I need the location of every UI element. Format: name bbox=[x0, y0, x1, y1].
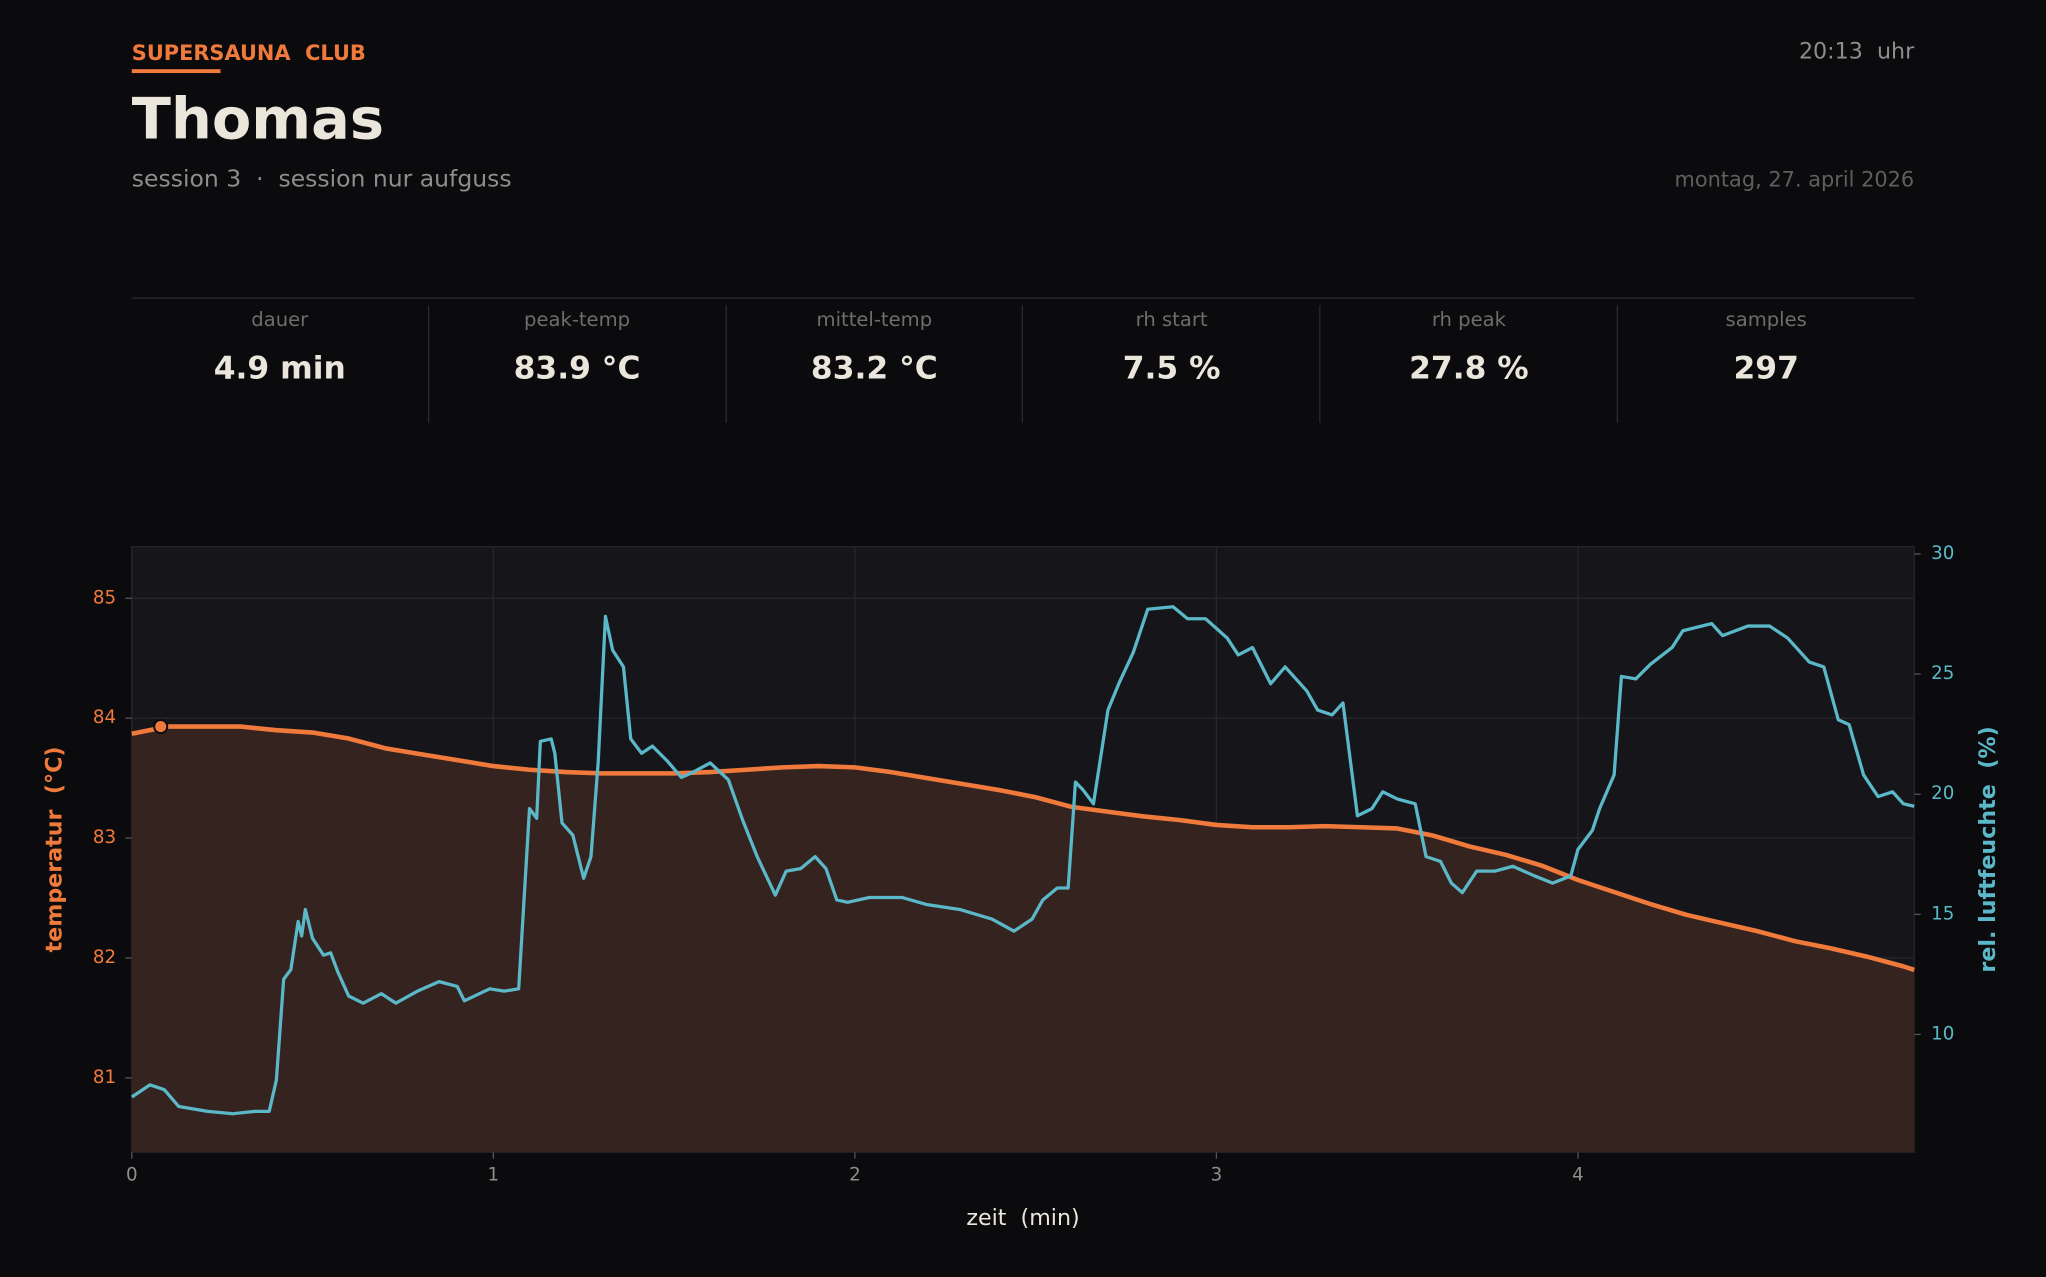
stat: rh start 7.5 % bbox=[1022, 305, 1319, 423]
line bbox=[130, 605, 1915, 1116]
x-tick-label: 0 bbox=[126, 1165, 138, 1186]
stats-bar: dauer 4.9 min peak-temp 83.9 °C mittel-temp 8… bbox=[131, 297, 1915, 423]
area bbox=[131, 726, 1915, 1153]
stat: peak-temp 83.9 °C bbox=[427, 305, 725, 423]
x-axis-label: zeit (min) bbox=[966, 1205, 1079, 1231]
y2-tick-label: 30 bbox=[1931, 543, 1954, 564]
y2-axis-label: rel. luftfeuchte (%) bbox=[1975, 726, 2001, 972]
x-tick-label: 2 bbox=[849, 1165, 861, 1186]
stat-value: 7.5 % bbox=[1122, 349, 1221, 387]
subtitle: session 3 · session nur aufguss bbox=[131, 165, 512, 194]
stat-value: 83.9 °C bbox=[513, 349, 641, 387]
brand-underline bbox=[131, 69, 221, 74]
stat: samples 297 bbox=[1616, 305, 1914, 423]
stat: dauer 4.9 min bbox=[132, 305, 428, 422]
stat-value: 27.8 % bbox=[1409, 349, 1529, 387]
y-tick-label: 82 bbox=[93, 947, 116, 968]
stat-label: mittel-temp bbox=[816, 307, 933, 332]
stat: mittel-temp 83.2 °C bbox=[725, 305, 1022, 423]
stat-value: 4.9 min bbox=[213, 349, 346, 387]
x-tick-label: 1 bbox=[488, 1165, 500, 1186]
date: montag, 27. april 2026 bbox=[1674, 167, 1915, 192]
y2-tick-label: 10 bbox=[1931, 1023, 1954, 1044]
stat-value: 83.2 °C bbox=[810, 349, 938, 387]
time: 20:13 uhr bbox=[1798, 39, 1915, 66]
line bbox=[131, 724, 1915, 973]
y-tick-label: 84 bbox=[93, 707, 116, 728]
y-tick-label: 81 bbox=[93, 1067, 116, 1088]
peak-marker bbox=[153, 719, 169, 735]
y-axis-label: temperatur (°C) bbox=[41, 746, 67, 952]
stat-label: rh peak bbox=[1431, 307, 1506, 332]
stat-label: dauer bbox=[251, 307, 309, 332]
y2-tick-label: 15 bbox=[1931, 903, 1954, 924]
x-tick-label: 4 bbox=[1572, 1165, 1584, 1186]
y-tick-label: 83 bbox=[93, 827, 116, 848]
stat-label: samples bbox=[1725, 307, 1807, 332]
y2-tick-label: 20 bbox=[1931, 783, 1954, 804]
y-tick-label: 85 bbox=[93, 587, 116, 608]
brand: SUPERSAUNA CLUB bbox=[131, 40, 366, 66]
stat-value: 297 bbox=[1733, 349, 1799, 387]
stat-label: rh start bbox=[1135, 307, 1208, 332]
stat: rh peak 27.8 % bbox=[1319, 305, 1617, 423]
y2-tick-label: 25 bbox=[1931, 663, 1954, 684]
x-tick-label: 3 bbox=[1211, 1165, 1223, 1186]
stat-label: peak-temp bbox=[524, 307, 631, 332]
user-name: Thomas bbox=[131, 86, 385, 153]
